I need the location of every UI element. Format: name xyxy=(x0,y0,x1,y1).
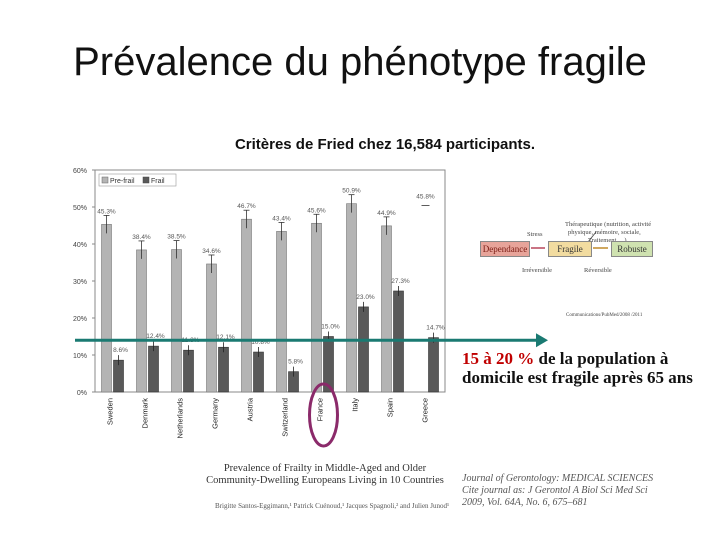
therapy-line-1: Thérapeutique (nutrition, activité xyxy=(565,221,652,228)
data-label-prefrail: 38.5% xyxy=(167,234,186,241)
data-label-prefrail: 44.9% xyxy=(377,210,396,217)
box-dependance: Dependance xyxy=(480,241,530,257)
prevalence-highlight: 15 à 20 % xyxy=(462,349,535,368)
bar-prefrail xyxy=(206,263,217,393)
bar-prefrail xyxy=(311,222,322,393)
y-tick-label: 30% xyxy=(73,279,87,286)
caption-line-2: Community-Dwelling Europeans Living in 1… xyxy=(206,475,444,486)
data-label-prefrail: 43.4% xyxy=(272,215,291,222)
legend-label-frail: Frail xyxy=(151,178,165,185)
data-label-frail: 12.4% xyxy=(146,333,165,340)
journal-reference: Journal of Gerontology: MEDICAL SCIENCES… xyxy=(462,473,653,509)
y-tick-label: 10% xyxy=(73,353,87,360)
bar-frail xyxy=(148,345,159,393)
box-fragile: Fragile xyxy=(548,241,592,257)
bar-frail xyxy=(358,306,369,393)
article-authors: Brigitte Santos-Eggimann,¹ Patrick Cuéno… xyxy=(215,502,450,510)
data-label-frail: 15.0% xyxy=(321,324,340,331)
legend-swatch-frail xyxy=(142,176,150,184)
slide-title: Prévalence du phénotype fragile xyxy=(73,40,647,84)
category-label: Netherlands xyxy=(176,398,185,439)
journal-line-1: Journal of Gerontology: MEDICAL SCIENCES xyxy=(462,473,654,484)
box-robuste: Robuste xyxy=(611,241,653,257)
irreversible-label: Irréversible xyxy=(522,267,552,274)
category-label: Sweden xyxy=(106,398,115,425)
data-label-prefrail: 38.4% xyxy=(132,234,151,241)
therapy-line-2: physique, mémoire, sociale, xyxy=(568,229,641,236)
y-tick-label: 20% xyxy=(73,316,87,323)
data-label-frail: 27.3% xyxy=(391,278,410,285)
category-label: Austria xyxy=(246,397,255,421)
y-tick-label: 60% xyxy=(73,168,87,175)
france-highlight-circle xyxy=(308,382,339,448)
category-label: Denmark xyxy=(141,398,150,429)
article-caption: Prevalence of Frailty in Middle-Aged and… xyxy=(195,463,455,487)
bar-frail xyxy=(218,346,229,393)
category-label: Switzerland xyxy=(281,398,290,437)
therapy-arrow xyxy=(587,231,597,243)
bar-prefrail xyxy=(171,249,182,393)
data-label-extra: 45.8% xyxy=(416,194,435,201)
data-label-frail: 23.0% xyxy=(356,294,375,301)
y-tick-label: 40% xyxy=(73,242,87,249)
diagram-note: Communications/PubMed/2008 /2011 xyxy=(566,313,643,318)
prevalence-text: de la population à domicile est fragile … xyxy=(462,349,693,387)
legend-box xyxy=(98,173,177,187)
caption-line-1: Prevalence of Frailty in Middle-Aged and… xyxy=(223,463,427,474)
data-label-prefrail: 46.7% xyxy=(237,203,256,210)
data-label-frail: 12.1% xyxy=(216,334,235,341)
bar-prefrail xyxy=(136,249,147,393)
journal-line-2: Cite journal as: J Gerontol A Biol Sci M… xyxy=(462,485,648,496)
stress-label: Stress xyxy=(527,231,543,238)
y-tick-label: 50% xyxy=(73,205,87,212)
bar-frail xyxy=(183,349,194,393)
threshold-arrow-head xyxy=(536,333,548,348)
data-label-prefrail: 50.9% xyxy=(342,188,361,195)
reversible-label: Réversible xyxy=(584,267,612,274)
category-label: Spain xyxy=(386,398,395,417)
data-label-frail: 5.8% xyxy=(288,359,303,366)
data-label-prefrail: 45.6% xyxy=(307,207,326,214)
data-label-frail: 10.8% xyxy=(251,339,270,346)
bar-frail xyxy=(428,337,439,393)
category-label: Italy xyxy=(351,398,360,412)
legend-label-prefrail: Pre-frail xyxy=(110,178,135,185)
data-label-prefrail: 45.3% xyxy=(97,208,116,215)
data-label-frail: 14.7% xyxy=(426,325,445,332)
bar-prefrail xyxy=(276,231,287,393)
category-label: Greece xyxy=(421,398,430,423)
category-label: France xyxy=(316,398,325,421)
bar-prefrail xyxy=(241,218,252,393)
bar-prefrail xyxy=(381,225,392,393)
data-label-prefrail: 34.6% xyxy=(202,248,221,255)
bar-prefrail xyxy=(101,224,112,393)
category-label: Germany xyxy=(211,398,220,429)
prevalence-note: 15 à 20 % de la population à domicile es… xyxy=(462,349,702,387)
legend-swatch-prefrail xyxy=(101,176,109,184)
journal-line-3: 2009, Vol. 64A, No. 6, 675–681 xyxy=(462,497,588,508)
bar-frail xyxy=(253,351,264,393)
chart-title: Critères de Fried chez 16,584 participan… xyxy=(234,136,536,153)
bar-prefrail xyxy=(346,203,357,393)
data-label-frail: 8.6% xyxy=(113,347,128,354)
y-tick-label: 0% xyxy=(77,390,87,397)
therapy-line-3: Traitement …) xyxy=(588,237,627,244)
